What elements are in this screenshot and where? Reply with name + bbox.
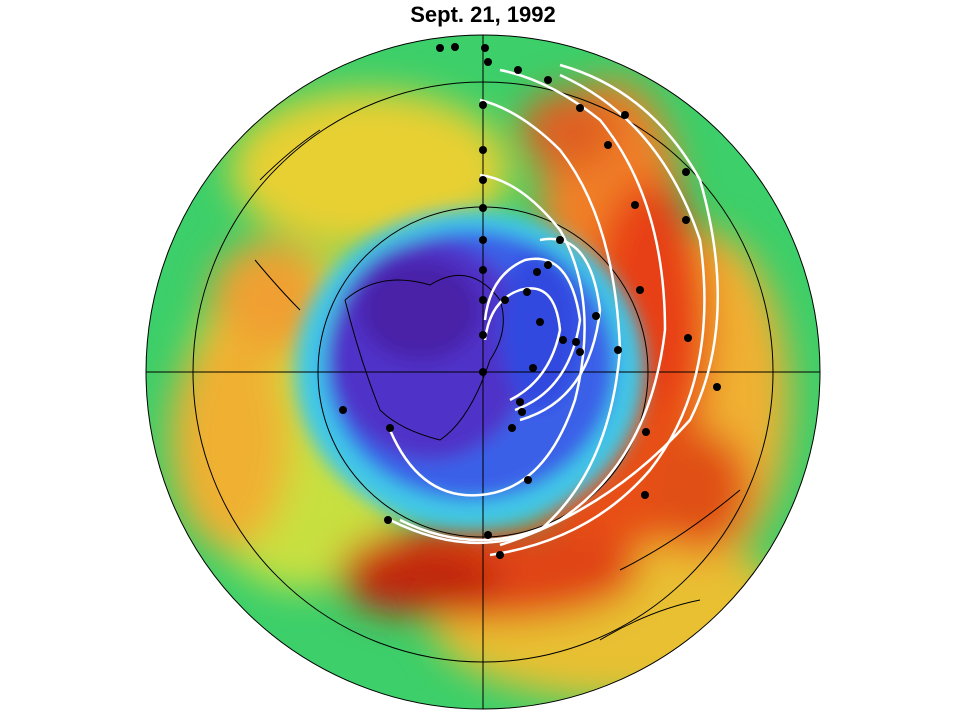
coastlines: [254, 129, 741, 641]
trajectories: [388, 63, 720, 557]
observation-points: [339, 43, 721, 559]
map-title: Sept. 21, 1992: [410, 2, 556, 27]
